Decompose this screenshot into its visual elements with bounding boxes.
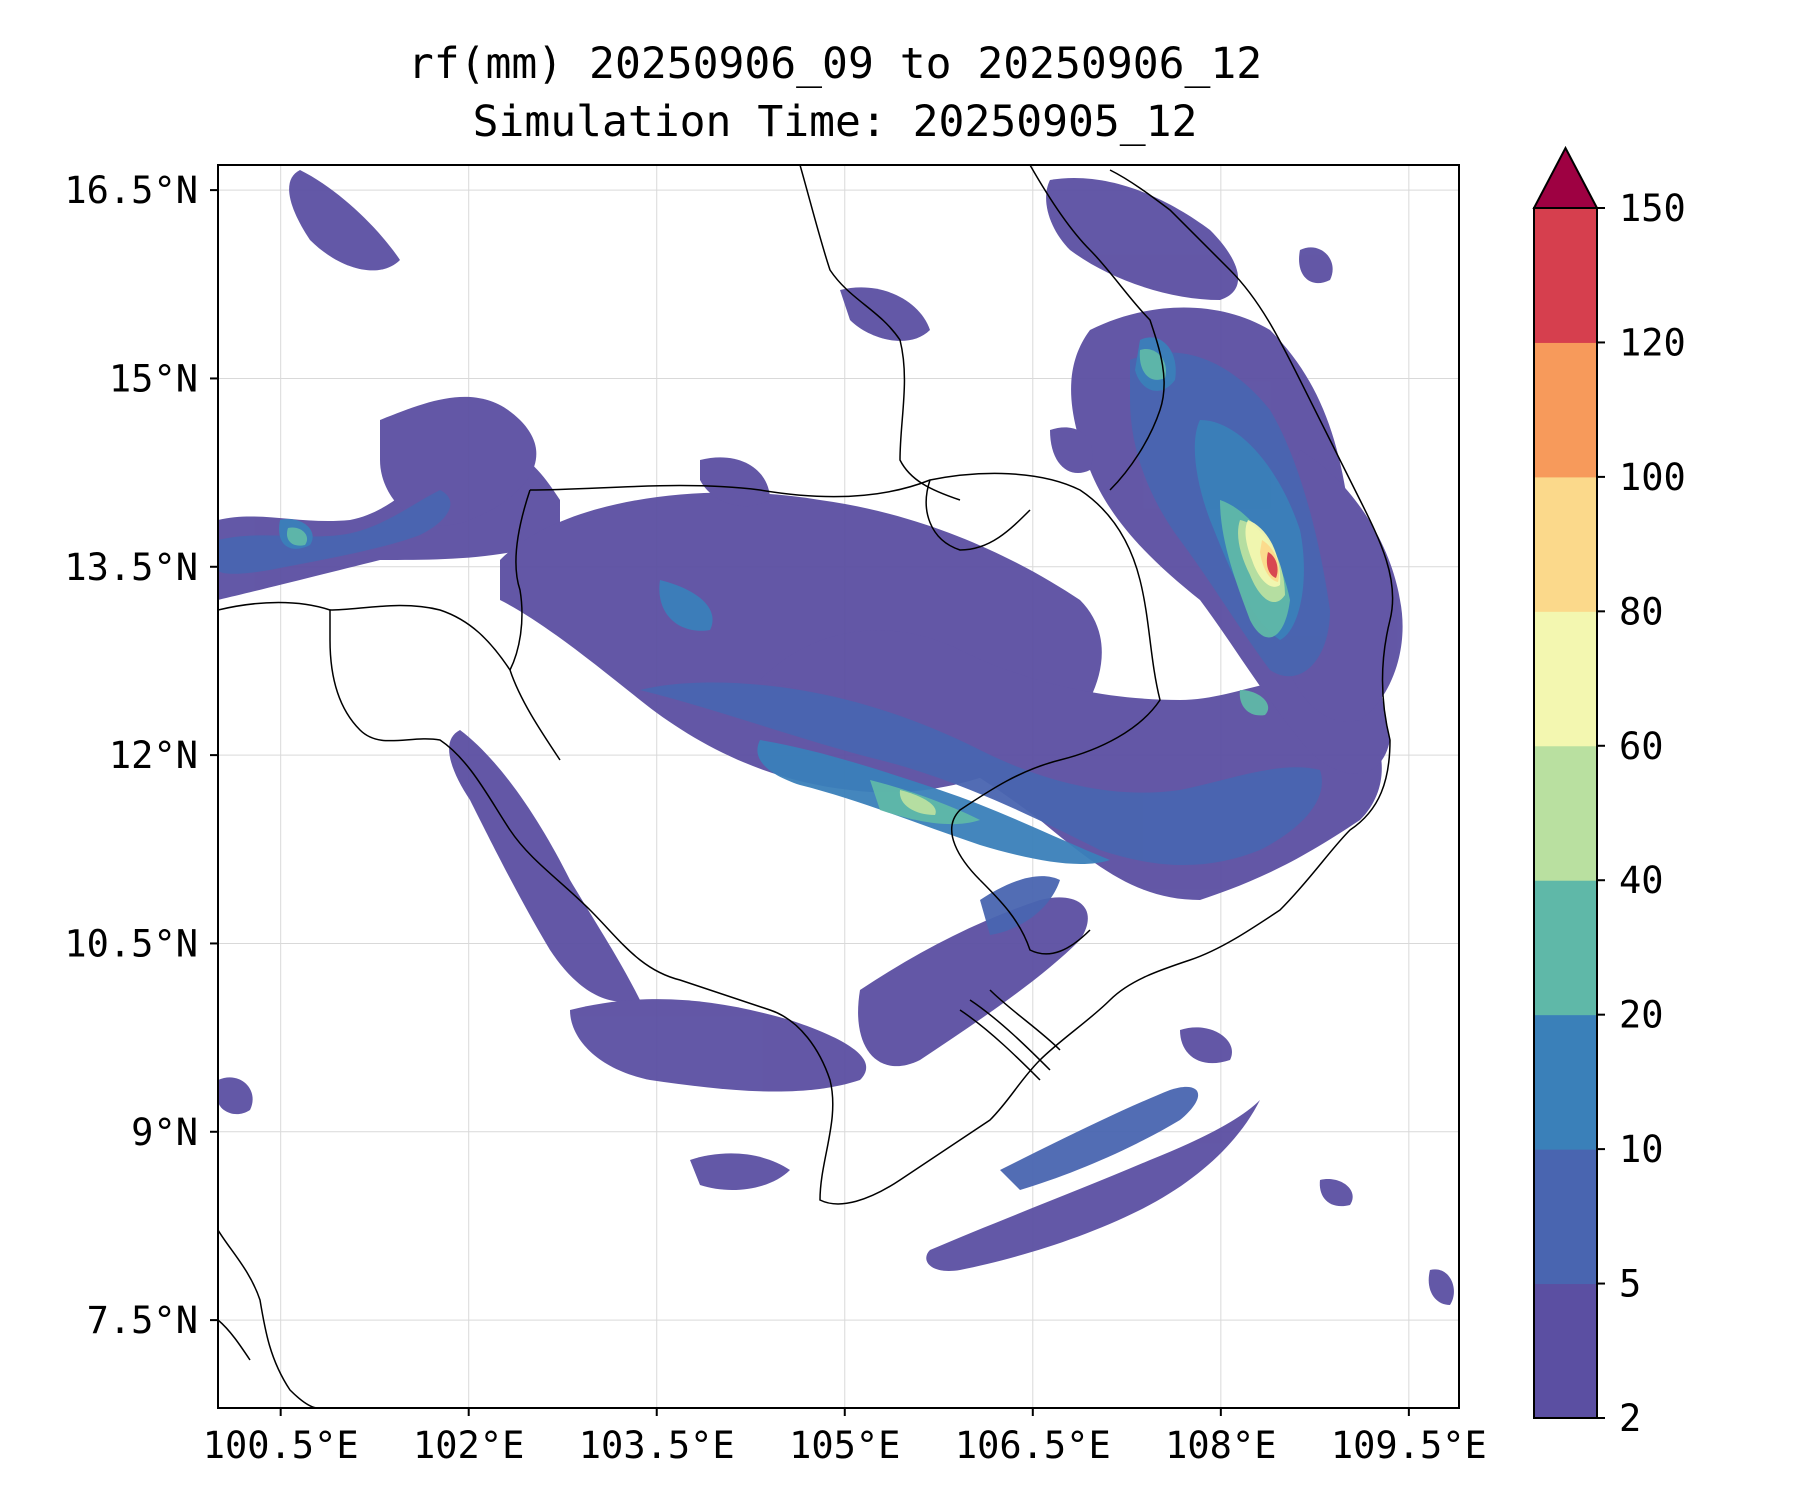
chart-title-line-1: rf(mm) 20250906_09 to 20250906_12 [408, 39, 1262, 89]
colorbar-segment [1534, 880, 1597, 1016]
y-tick-label: 12°N [109, 734, 198, 777]
colorbar-tick-label: 2 [1619, 1397, 1641, 1440]
x-tick-label: 102°E [413, 1424, 524, 1467]
colorbar-segment [1534, 1014, 1597, 1150]
rain-field-120-150mm [1266, 552, 1278, 578]
y-tick-label: 9°N [131, 1111, 198, 1154]
y-tick-label: 16.5°N [64, 169, 198, 212]
x-tick-label: 103.5°E [579, 1424, 735, 1467]
colorbar-tick-label: 150 [1619, 187, 1686, 230]
x-tick-label: 106.5°E [955, 1424, 1111, 1467]
y-tick-label: 15°N [109, 357, 198, 400]
rainfall-contours [218, 170, 1454, 1305]
colorbar-tick-label: 120 [1619, 321, 1686, 364]
colorbar-tick-label: 100 [1619, 456, 1686, 499]
colorbar-frame [1533, 207, 1598, 1419]
colorbar: 2 5 10 20 40 60 80 100 120 150 [1532, 145, 1686, 1440]
colorbar-tick-label: 10 [1619, 1128, 1664, 1171]
x-axis-longitude: 100.5°E 102°E 103.5°E 105°E 106.5°E 108°E 109.… [203, 1408, 1487, 1467]
x-tick-label: 105°E [789, 1424, 900, 1467]
map-frame [217, 164, 1460, 1409]
map-area [217, 164, 1460, 1409]
y-tick-label: 7.5°N [87, 1299, 198, 1342]
colorbar-segment [1534, 745, 1597, 881]
chart-title-line-2: Simulation Time: 20250905_12 [473, 97, 1198, 147]
colorbar-tick-label: 5 [1619, 1263, 1641, 1306]
y-tick-label: 10.5°N [64, 922, 198, 965]
colorbar-tick-label: 80 [1619, 590, 1664, 633]
colorbar-extend-max [1532, 145, 1599, 209]
colorbar-segment [1534, 476, 1597, 612]
x-tick-label: 100.5°E [203, 1424, 359, 1467]
x-tick-label: 109.5°E [1331, 1424, 1487, 1467]
colorbar-tick-label: 20 [1619, 994, 1664, 1037]
colorbar-segment [1534, 342, 1597, 478]
y-tick-label: 13.5°N [64, 546, 198, 589]
coastlines-and-borders [218, 165, 1394, 1408]
colorbar-segment [1534, 208, 1597, 343]
y-axis-latitude: 16.5°N 15°N 13.5°N 12°N 10.5°N 9°N 7.5°N [64, 169, 218, 1342]
colorbar-segment [1534, 1149, 1597, 1285]
colorbar-tick-label: 40 [1619, 859, 1664, 902]
colorbar-segment [1534, 1283, 1597, 1419]
colorbar-segment [1534, 611, 1597, 747]
colorbar-tick-label: 60 [1619, 725, 1664, 768]
x-tick-label: 108°E [1165, 1424, 1276, 1467]
